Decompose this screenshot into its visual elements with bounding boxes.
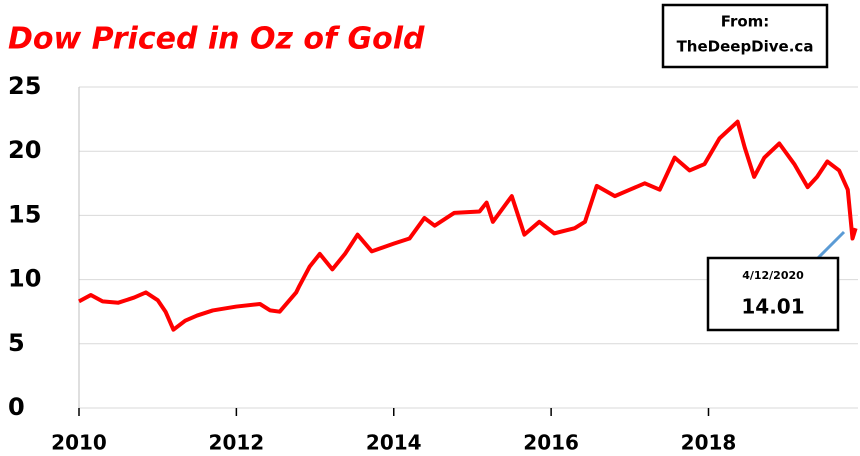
source-site: TheDeepDive.ca: [677, 38, 814, 56]
x-tick-label: 2016: [523, 431, 579, 455]
y-tick-label: 15: [8, 200, 41, 228]
annotation-box: [706, 256, 840, 332]
annotation-date: 4/12/2020: [742, 269, 804, 282]
y-tick-label: 20: [8, 136, 41, 164]
y-tick-label: 0: [8, 393, 25, 421]
annotation-pointer: [816, 230, 846, 260]
y-tick-label: 25: [8, 72, 41, 100]
data-line: [78, 119, 858, 332]
source-box: [661, 3, 829, 69]
x-tick-label: 2010: [51, 431, 107, 455]
x-tick-label: 2014: [366, 431, 422, 455]
chart-title: Dow Priced in Oz of Gold: [8, 22, 425, 57]
annotation-value: 14.01: [741, 295, 804, 319]
y-tick-label: 10: [8, 265, 41, 293]
x-tick-label: 2012: [209, 431, 265, 455]
x-tick-label: 2018: [681, 431, 737, 455]
source-label: From:: [721, 13, 770, 31]
y-tick-label: 5: [8, 329, 25, 357]
